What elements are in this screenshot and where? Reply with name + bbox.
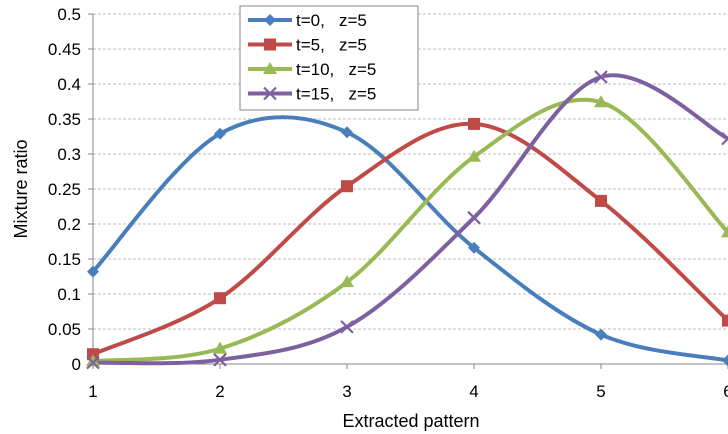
data-point-s3-4 <box>594 70 608 84</box>
legend-label-2: t=10, z=5 <box>296 60 376 79</box>
data-point-s3-5 <box>721 131 728 146</box>
legend-marker-0 <box>264 14 276 26</box>
data-point-s3-2 <box>340 320 354 334</box>
legend-marker-2 <box>263 62 277 74</box>
data-point-s2-0 <box>86 354 100 367</box>
y-axis-title: Mixture ratio <box>11 139 31 238</box>
data-point-s1-5 <box>722 314 728 327</box>
y-tick-label-3: 0.15 <box>48 250 81 269</box>
x-tick-label-3: 4 <box>469 382 478 401</box>
legend-marker-1 <box>264 38 276 51</box>
data-point-s2-3 <box>467 149 481 162</box>
data-point-s0-2 <box>341 126 353 139</box>
data-point-s0-3 <box>468 241 480 254</box>
legend-label-0: t=0, z=5 <box>296 11 367 30</box>
x-tick-label-5: 6 <box>723 382 728 401</box>
y-tick-label-5: 0.25 <box>48 180 81 199</box>
legend-label-1: t=5, z=5 <box>296 36 367 55</box>
data-point-s0-0 <box>87 265 99 278</box>
legend-label-3: t=15, z=5 <box>296 85 376 104</box>
series-lines <box>91 73 728 366</box>
legend: t=0, z=5 t=5, z=5 t=10, z=5 t=15, z=5 <box>239 5 419 111</box>
y-tick-label-8: 0.4 <box>57 75 81 94</box>
data-point-s2-5 <box>721 225 728 238</box>
series-line-3 <box>91 73 728 366</box>
y-tick-label-0: 0 <box>72 355 81 374</box>
series-line-0 <box>91 115 728 363</box>
legend-marker-3 <box>263 86 277 101</box>
data-point-s1-1 <box>214 292 226 305</box>
data-point-s1-4 <box>595 194 607 207</box>
data-point-s3-3 <box>467 210 481 225</box>
data-point-s3-1 <box>213 353 227 367</box>
y-tick-label-10: 0.5 <box>57 5 81 24</box>
x-tick-label-0: 1 <box>88 382 97 401</box>
x-tick-label-1: 2 <box>215 382 224 401</box>
series-markers <box>86 70 728 370</box>
data-point-s0-1 <box>214 127 226 140</box>
data-point-s2-1 <box>213 341 227 354</box>
x-tick-labels: 1 2 3 4 5 6 <box>88 364 728 401</box>
data-point-s2-2 <box>340 275 354 288</box>
y-tick-label-6: 0.3 <box>57 145 81 164</box>
y-tick-labels: 0 0.05 0.1 0.15 0.2 0.25 0.3 0.35 0.4 0.45 0.5 <box>48 5 93 374</box>
data-point-s1-3 <box>468 117 480 130</box>
data-point-s3-0 <box>86 355 100 370</box>
y-tick-label-7: 0.35 <box>48 110 81 129</box>
x-tick-label-2: 3 <box>342 382 351 401</box>
y-tick-label-9: 0.45 <box>48 40 81 59</box>
data-point-s0-4 <box>595 328 607 341</box>
data-point-s1-2 <box>341 180 353 193</box>
x-axis-title: Extracted pattern <box>342 411 479 431</box>
data-point-s2-4 <box>594 95 608 108</box>
y-tick-label-1: 0.05 <box>48 320 81 339</box>
data-point-s0-5 <box>722 354 728 367</box>
y-tick-label-2: 0.1 <box>57 285 81 304</box>
y-tick-label-4: 0.2 <box>57 215 81 234</box>
x-tick-label-4: 5 <box>596 382 605 401</box>
